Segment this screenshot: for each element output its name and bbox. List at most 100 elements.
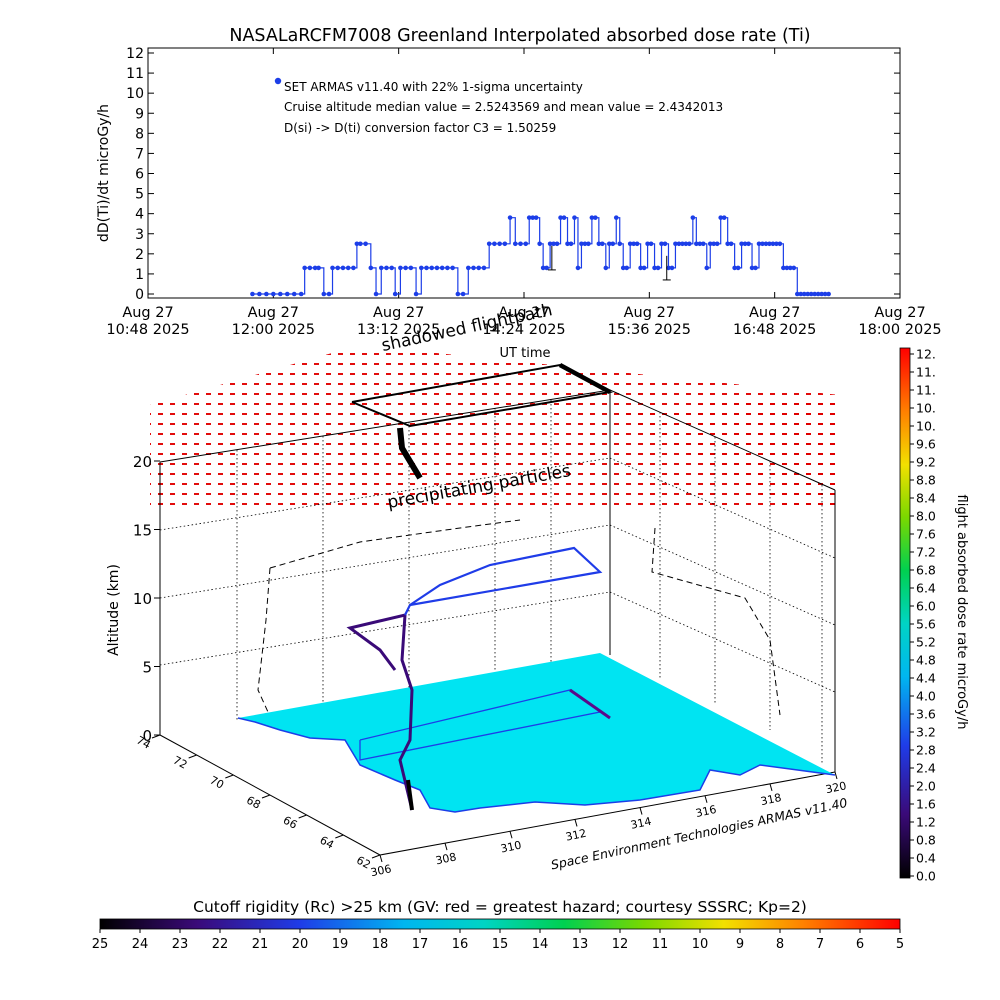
dose-rate-point bbox=[794, 291, 800, 297]
altitude-tick-label: 5 bbox=[142, 659, 152, 677]
top-y-tick-label: 9 bbox=[135, 106, 144, 122]
longitude-tick-label: 312 bbox=[564, 827, 587, 844]
dose-rate-point bbox=[700, 241, 706, 247]
right-colorbar-tick-label: 5.6 bbox=[916, 617, 936, 632]
top-x-axis-label: UT time bbox=[500, 346, 551, 361]
top-x-tick-label-time: 15:36 2025 bbox=[608, 322, 691, 338]
dose-rate-point bbox=[565, 241, 570, 247]
bottom-colorbar-label: Cutoff rigidity (Rc) >25 km (GV: red = g… bbox=[193, 898, 807, 916]
dose-rate-point bbox=[603, 265, 609, 271]
right-colorbar-tick-label: 9.2 bbox=[916, 455, 936, 470]
dose-rate-point bbox=[798, 291, 804, 297]
bottom-colorbar-tick-label: 17 bbox=[412, 937, 429, 952]
dose-rate-point bbox=[767, 241, 772, 247]
longitude-tick bbox=[574, 819, 578, 827]
dose-rate-point bbox=[340, 265, 346, 271]
dose-rate-point bbox=[617, 241, 623, 247]
right-colorbar-tick-label: 9.6 bbox=[916, 437, 936, 452]
dose-rate-point bbox=[753, 265, 758, 271]
latitude-axis: 74 72 70 68 66 64 62 bbox=[134, 734, 381, 872]
dose-rate-point bbox=[822, 291, 828, 297]
dose-rate-point bbox=[363, 241, 368, 247]
altitude-axis-label: Altitude (km) bbox=[106, 564, 122, 656]
top-x-tick-label-date: Aug 27 bbox=[122, 305, 173, 321]
latitude-tick bbox=[225, 774, 234, 779]
dose-rate-point bbox=[547, 241, 553, 247]
dose-rate-point bbox=[763, 241, 769, 247]
top-x-tick-label-time: 18:00 2025 bbox=[858, 322, 941, 338]
dose-rate-point bbox=[732, 265, 737, 271]
longitude-tick bbox=[444, 843, 448, 851]
dose-rate-point bbox=[271, 291, 276, 297]
top-y-tick-label: 6 bbox=[135, 167, 144, 183]
dose-rate-point bbox=[264, 291, 269, 297]
dose-rate-point bbox=[648, 241, 654, 247]
bottom-colorbar: Cutoff rigidity (Rc) >25 km (GV: red = g… bbox=[92, 898, 904, 952]
dose-rate-point bbox=[610, 241, 616, 247]
dose-rate-point bbox=[805, 291, 811, 297]
dose-rate-point bbox=[561, 215, 567, 220]
bottom-colorbar-tick-label: 22 bbox=[212, 937, 229, 952]
dose-rate-point bbox=[638, 265, 643, 271]
legend-line-2: Cruise altitude median value = 2.5243569… bbox=[284, 100, 723, 114]
dose-rate-point bbox=[439, 265, 445, 271]
dose-rate-point bbox=[298, 291, 304, 297]
right-colorbar-tick-label: 10. bbox=[916, 401, 936, 416]
right-colorbar-tick-label: 2.4 bbox=[916, 761, 936, 776]
longitude-tick bbox=[509, 831, 513, 839]
dose-rate-point bbox=[476, 265, 482, 271]
longitude-tick-label: 320 bbox=[824, 779, 847, 796]
dose-rate-point bbox=[673, 241, 678, 247]
longitude-tick bbox=[834, 771, 838, 780]
shadow-dashed-path bbox=[257, 519, 781, 716]
dose-rate-point bbox=[742, 241, 748, 247]
dose-rate-point bbox=[593, 215, 598, 220]
dose-rate-point bbox=[312, 265, 318, 271]
top-x-tick-label-date: Aug 27 bbox=[749, 305, 800, 321]
dose-rate-point bbox=[721, 215, 727, 220]
dose-rate-point bbox=[434, 265, 440, 271]
latitude-tick-label: 70 bbox=[208, 774, 226, 792]
dose-rate-point bbox=[697, 241, 703, 247]
dose-rate-point bbox=[398, 265, 403, 271]
bottom-colorbar-tick-label: 21 bbox=[252, 937, 269, 952]
dose-rate-point bbox=[335, 265, 341, 271]
dose-rate-point bbox=[777, 241, 783, 247]
dose-rate-point bbox=[781, 265, 786, 271]
dose-rate-point bbox=[291, 291, 297, 297]
right-colorbar-tick-label: 6.0 bbox=[916, 599, 936, 614]
right-colorbar-tick-label: 4.8 bbox=[916, 653, 936, 668]
dose-rate-point bbox=[408, 265, 414, 271]
altitude-tick-label: 20 bbox=[133, 453, 152, 471]
dose-rate-point bbox=[711, 241, 717, 247]
right-colorbar-tick-label: 8.8 bbox=[916, 473, 936, 488]
dose-rate-line bbox=[252, 217, 829, 295]
right-colorbar-tick-label: 2.0 bbox=[916, 779, 936, 794]
right-colorbar-tick-label: 4.0 bbox=[916, 689, 936, 704]
top-x-tick-label-date: Aug 27 bbox=[498, 305, 549, 321]
legend-line-3: D(si) -> D(ti) conversion factor C3 = 1.… bbox=[284, 121, 556, 135]
right-colorbar-tick-label: 3.6 bbox=[916, 707, 936, 722]
dose-rate-point bbox=[572, 215, 577, 220]
dose-rate-point bbox=[384, 265, 389, 271]
top-x-tick-label-time: 12:00 2025 bbox=[232, 322, 315, 338]
altitude-tick-label: 15 bbox=[133, 522, 152, 540]
latitude-tick bbox=[188, 754, 197, 759]
bottom-colorbar-tick-label: 18 bbox=[372, 937, 389, 952]
dose-rate-point bbox=[760, 241, 765, 247]
top-y-tick-label: 0 bbox=[135, 287, 144, 303]
dose-rate-point bbox=[586, 241, 591, 247]
dose-rate-point bbox=[257, 291, 262, 297]
bottom-colorbar-tick-label: 13 bbox=[572, 937, 589, 952]
dose-rate-point bbox=[725, 241, 730, 247]
right-colorbar-tick-label: 2.8 bbox=[916, 743, 936, 758]
dose-rate-point bbox=[540, 265, 546, 271]
dose-rate-point bbox=[631, 241, 636, 247]
right-colorbar-tick-label: 1.6 bbox=[916, 797, 936, 812]
top-panel: NASALaRCFM7008 Greenland Interpolated ab… bbox=[96, 26, 942, 361]
longitude-tick bbox=[704, 795, 708, 803]
bottom-colorbar-tick-label: 6 bbox=[856, 937, 864, 952]
right-colorbar-tick-label: 11. bbox=[916, 365, 936, 380]
top-x-tick-label-time: 16:48 2025 bbox=[733, 322, 816, 338]
